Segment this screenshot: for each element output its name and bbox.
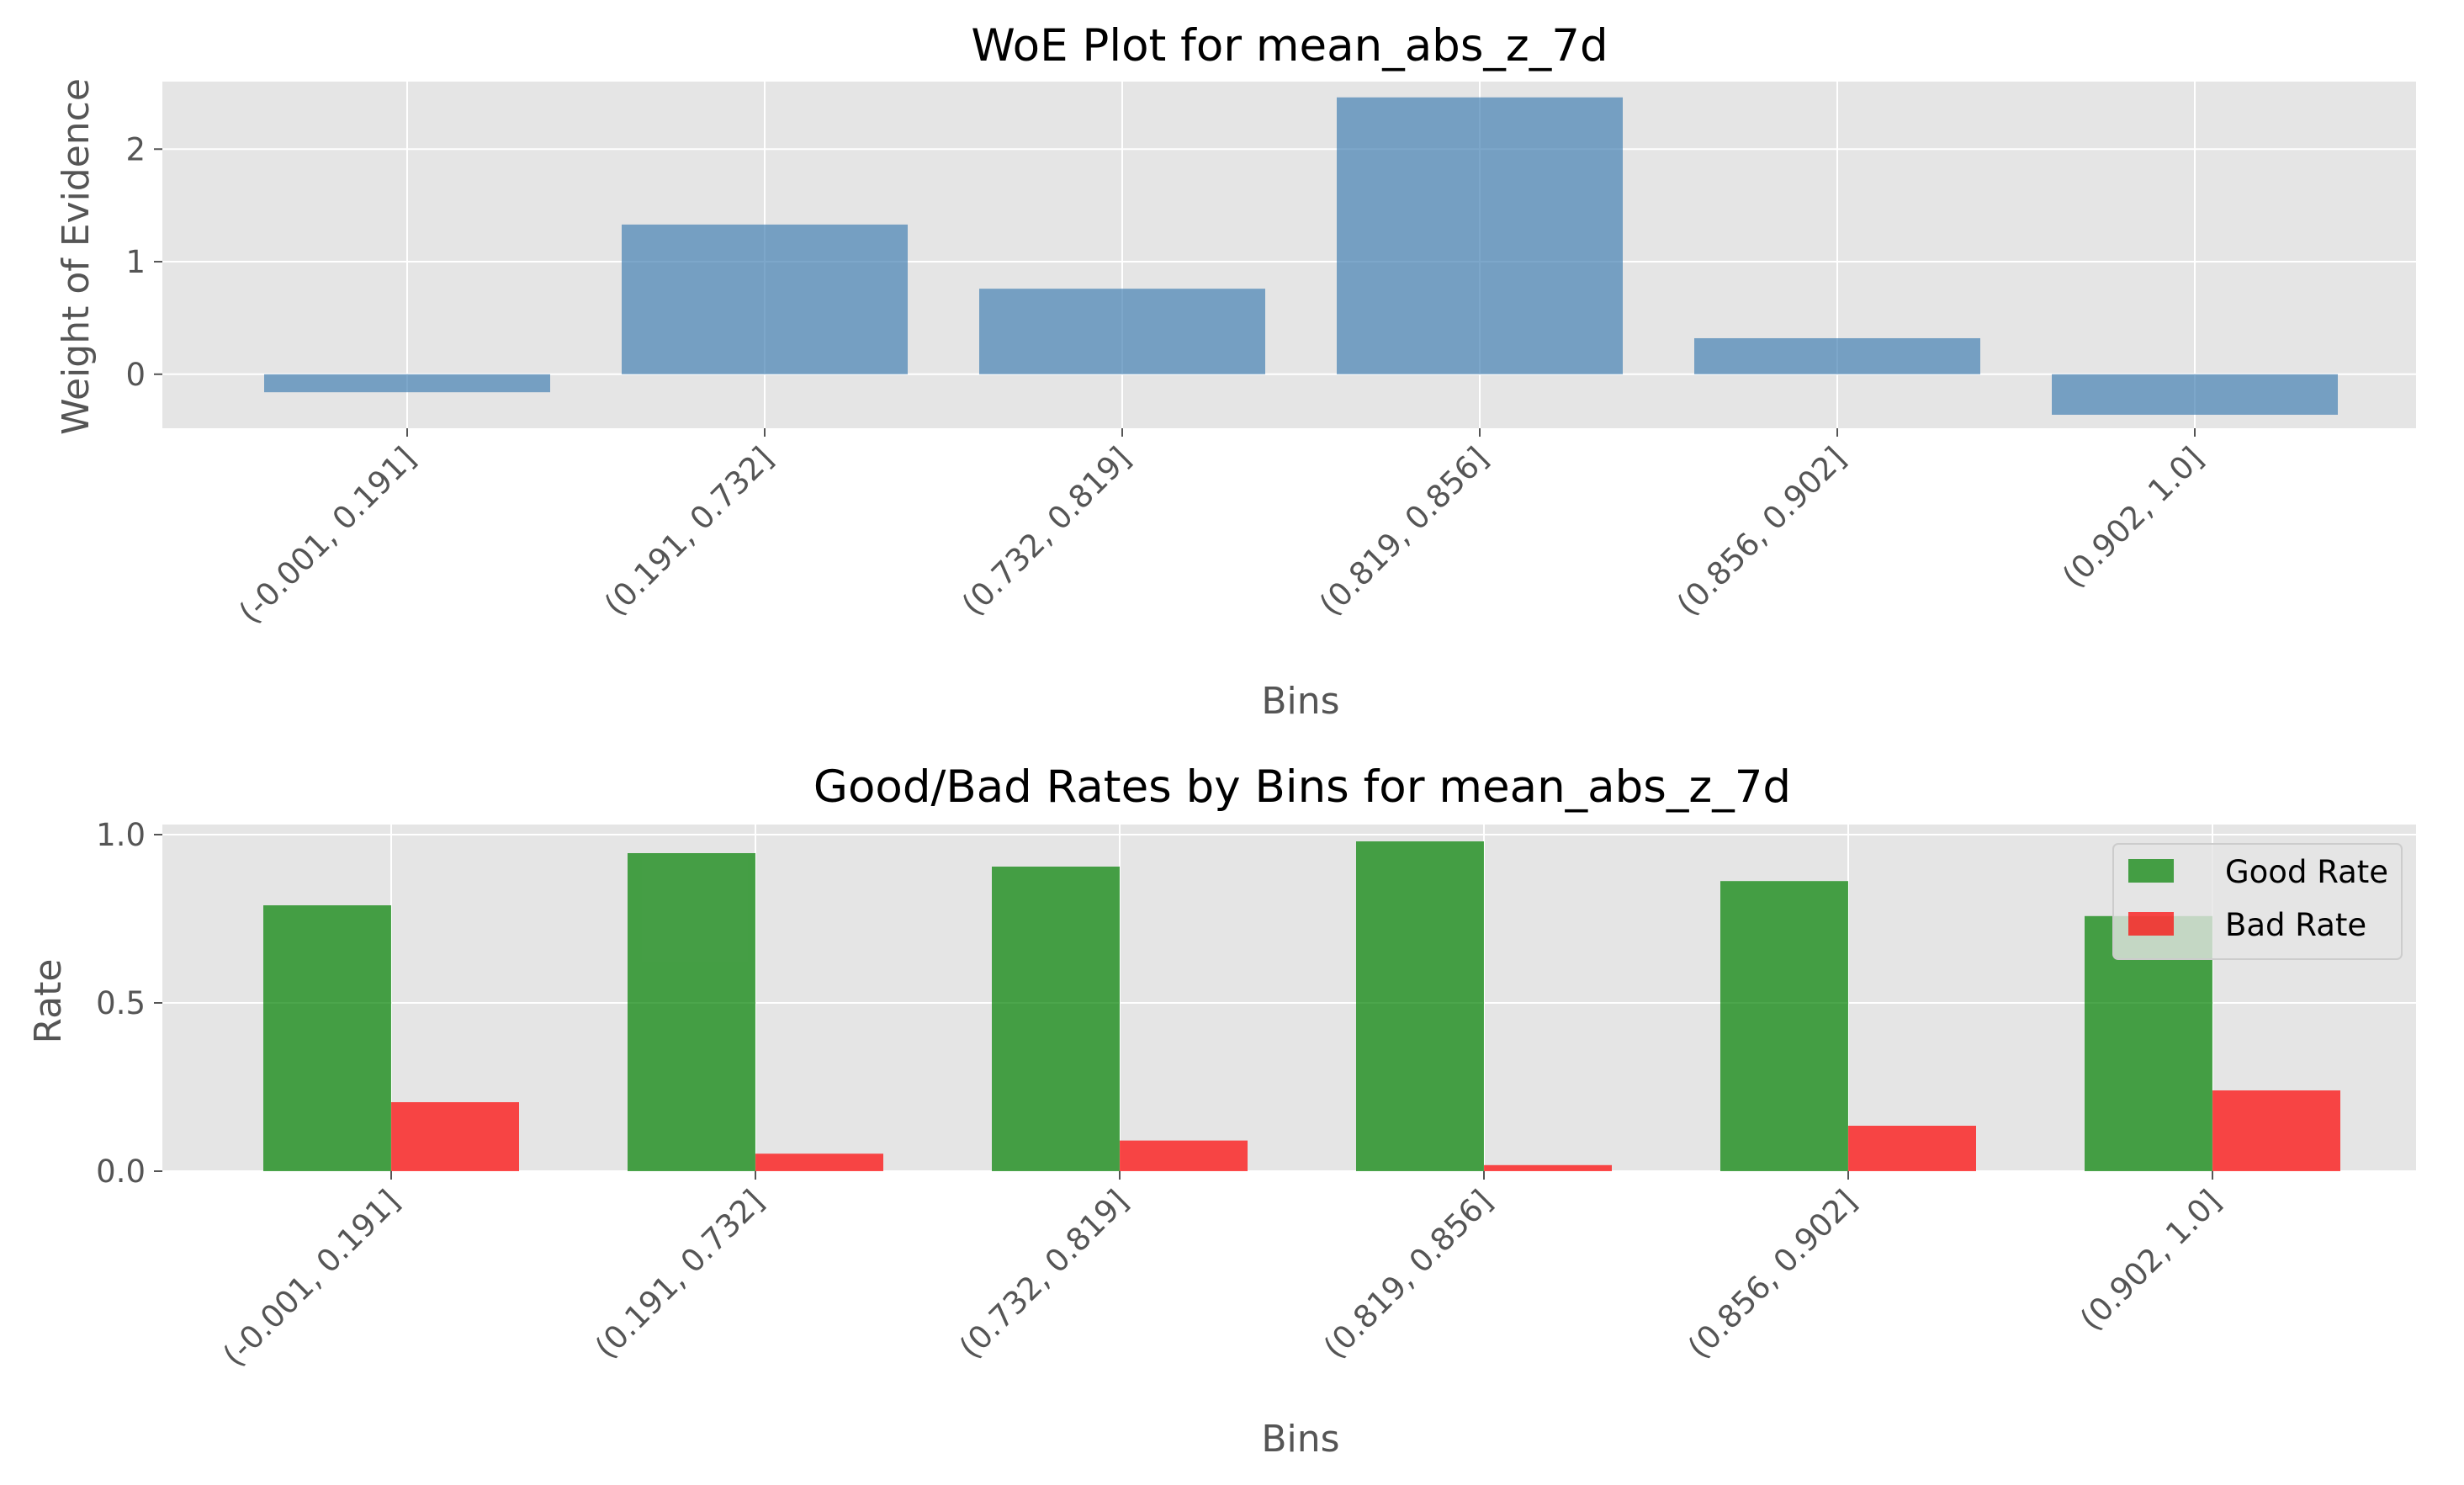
woe-x-axis-label: Bins (1261, 680, 1339, 723)
rates-x-axis-label: Bins (1261, 1418, 1339, 1461)
rates-bars (263, 841, 2340, 1171)
good-rate-bar (1720, 881, 1848, 1171)
bad-rate-bar (1484, 1164, 1612, 1171)
woe-bar (979, 289, 1265, 374)
woe-bar (1337, 97, 1623, 374)
bad-rate-bar (2212, 1090, 2340, 1171)
bad-rate-bar (755, 1154, 883, 1171)
rates-legend: Good Rate Bad Rate (2112, 843, 2403, 960)
rates-y-tick-label: 1.0 (96, 817, 146, 853)
woe-bar (264, 374, 550, 393)
legend-label-good-rate: Good Rate (2225, 854, 2388, 890)
rates-x-tick-label: (0.732, 0.819] (952, 1183, 1135, 1366)
legend-box (2112, 843, 2403, 960)
woe-y-tick-label: 1 (125, 244, 146, 280)
bad-rate-bar (391, 1102, 519, 1171)
bad-rate-bar (1120, 1140, 1248, 1171)
woe-bars (264, 97, 2338, 415)
woe-x-tick-label: (0.732, 0.819] (955, 440, 1137, 623)
woe-y-tick-label: 0 (125, 357, 146, 393)
rates-y-ticks: 0.0 0.5 1.0 (96, 817, 162, 1190)
rates-x-tick-label: (0.819, 0.856] (1317, 1183, 1499, 1366)
woe-x-tick-label: (-0.001, 0.191] (232, 440, 423, 631)
woe-x-tick-label: (0.902, 1.0] (2055, 440, 2210, 595)
woe-x-tick-label: (0.819, 0.856] (1312, 440, 1495, 623)
good-rate-bar (992, 867, 1120, 1171)
rates-x-ticks: (-0.001, 0.191] (0.191, 0.732] (0.732, 0.8… (216, 1171, 2228, 1374)
legend-swatch-good-rate (2128, 859, 2174, 883)
legend-label-bad-rate: Bad Rate (2225, 907, 2366, 943)
rates-x-tick-label: (0.191, 0.732] (588, 1183, 771, 1366)
woe-chart-title: WoE Plot for mean_abs_z_7d (971, 20, 1608, 72)
woe-x-tick-label: (0.856, 0.902] (1670, 440, 1852, 623)
woe-plot-area (162, 82, 2416, 428)
woe-y-ticks: 0 1 2 (125, 131, 162, 393)
rates-x-tick-label: (-0.001, 0.191] (216, 1183, 407, 1374)
rates-y-tick-label: 0.0 (96, 1154, 146, 1190)
woe-chart-panel: 0 1 2 (-0.001, 0.191] (0.191, 0.732] (0.732,… (55, 20, 2416, 723)
rates-plot-area (162, 825, 2416, 1171)
rates-chart-title: Good/Bad Rates by Bins for mean_abs_z_7d (813, 761, 1791, 813)
woe-x-tick-label: (0.191, 0.732] (597, 440, 780, 623)
woe-y-tick-label: 2 (125, 131, 146, 167)
rates-x-tick-label: (0.856, 0.902] (1681, 1183, 1863, 1366)
rates-y-axis-label: Rate (27, 959, 70, 1044)
good-rate-bar (263, 905, 391, 1171)
woe-bar (1694, 337, 1980, 374)
legend-swatch-bad-rate (2128, 912, 2174, 936)
woe-x-ticks: (-0.001, 0.191] (0.191, 0.732] (0.732, 0.8… (232, 428, 2210, 631)
good-rate-bar (628, 853, 755, 1171)
bad-rate-bar (1848, 1126, 1976, 1171)
woe-bar (2052, 374, 2338, 415)
good-rate-bar (1356, 841, 1484, 1171)
woe-y-axis-label: Weight of Evidence (55, 78, 98, 435)
woe-bar (622, 224, 908, 374)
rates-chart-panel: 0.00.51.0 (-0.001, 0.191] (0.191, 0.732](… (27, 761, 2416, 1461)
rates-y-tick-label: 0.5 (96, 985, 146, 1021)
rates-x-tick-label: (0.902, 1.0] (2073, 1183, 2228, 1338)
